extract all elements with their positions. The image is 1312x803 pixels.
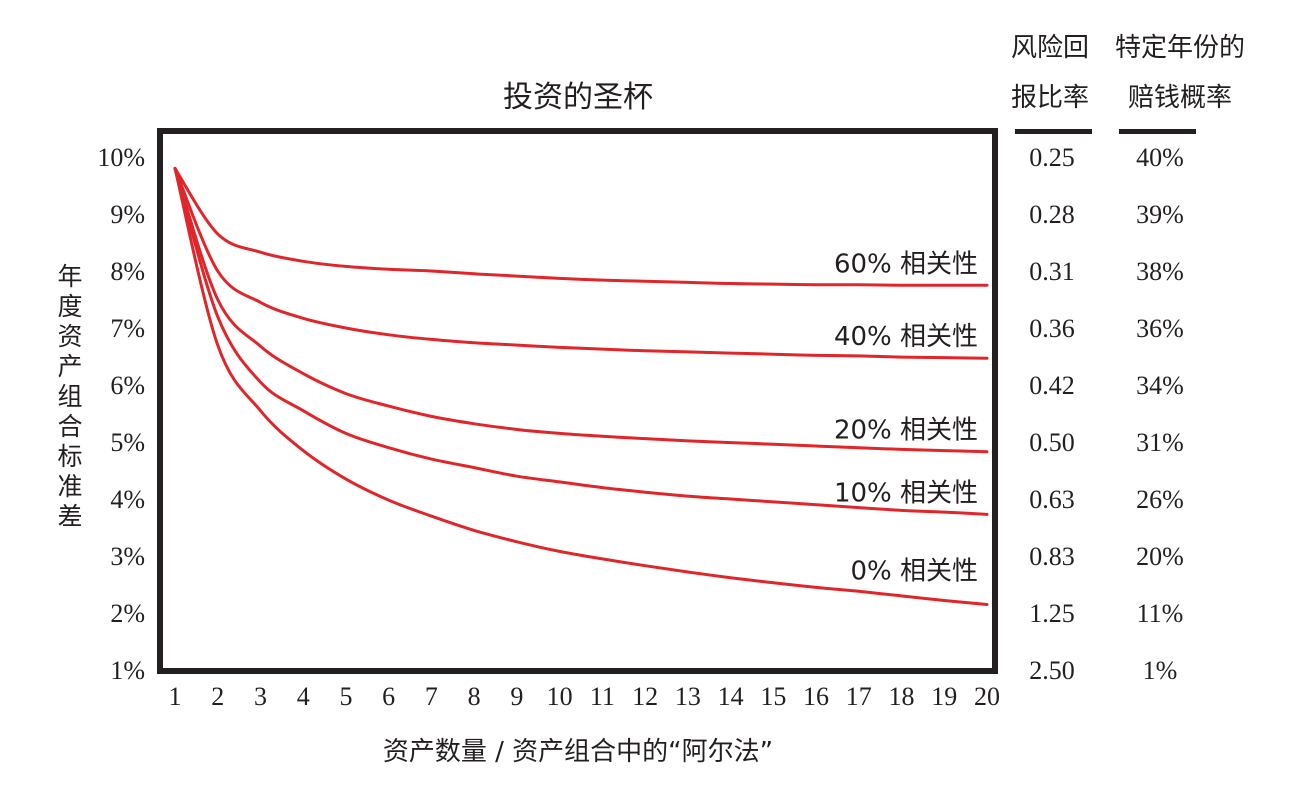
y-axis-ticks: 1% 2% 3% 4% 5% 6% 7% 8% 9% 10% bbox=[97, 143, 145, 685]
series-label: 40% 相关性 bbox=[834, 322, 978, 352]
x-tick-label: 15 bbox=[760, 682, 786, 711]
table-ratio-value: 0.63 bbox=[1029, 485, 1075, 514]
table-col1-header-line1: 风险回 bbox=[1011, 33, 1089, 63]
x-tick-label: 13 bbox=[675, 682, 701, 711]
x-axis-ticks: 1 2 3 4 5 6 7 8 9 10 11 12 13 14 15 16 17 18 19 20 bbox=[169, 682, 1001, 711]
x-tick-label: 19 bbox=[931, 682, 957, 711]
series-line bbox=[173, 166, 989, 606]
series-lines bbox=[173, 166, 989, 606]
y-axis-label-char: 标 bbox=[57, 442, 82, 471]
table-ratio-value: 0.25 bbox=[1029, 143, 1075, 172]
y-tick-label: 1% bbox=[110, 656, 145, 685]
table-ratio-value: 0.28 bbox=[1029, 200, 1075, 229]
y-tick-label: 9% bbox=[110, 200, 145, 229]
series-line bbox=[173, 166, 989, 454]
x-tick-label: 14 bbox=[718, 682, 744, 711]
y-axis-label-char: 产 bbox=[57, 352, 82, 381]
x-tick-label: 11 bbox=[590, 682, 615, 711]
series-label: 0% 相关性 bbox=[850, 556, 978, 586]
table-col2-header-line2: 赔钱概率 bbox=[1128, 83, 1232, 113]
x-tick-label: 6 bbox=[382, 682, 395, 711]
plot-frame bbox=[157, 128, 998, 674]
x-tick-label: 5 bbox=[339, 682, 352, 711]
series-label: 20% 相关性 bbox=[834, 416, 978, 446]
table-loss-probability: 11% bbox=[1137, 599, 1184, 628]
table-ratio-value: 0.83 bbox=[1029, 542, 1075, 571]
y-axis-label-char: 资 bbox=[57, 322, 82, 351]
y-tick-label: 6% bbox=[110, 371, 145, 400]
y-axis-label-char: 准 bbox=[57, 472, 82, 501]
table-rows: 0.25 40% 0.28 39% 0.31 38% 0.36 36% 0.42 34% 0.50 3… bbox=[1029, 143, 1184, 685]
table-loss-probability: 1% bbox=[1143, 656, 1178, 685]
y-axis-label-char: 合 bbox=[57, 412, 82, 441]
x-tick-label: 7 bbox=[425, 682, 438, 711]
series-line bbox=[173, 166, 989, 516]
x-tick-label: 20 bbox=[974, 682, 1000, 711]
x-tick-label: 17 bbox=[846, 682, 872, 711]
x-tick-label: 8 bbox=[468, 682, 481, 711]
x-tick-label: 18 bbox=[889, 682, 915, 711]
series-labels: 60% 相关性 40% 相关性 20% 相关性 10% 相关性 0% 相关性 bbox=[834, 249, 978, 586]
series-label: 10% 相关性 bbox=[834, 478, 978, 508]
table-ratio-value: 0.36 bbox=[1029, 314, 1075, 343]
table-ratio-value: 0.31 bbox=[1029, 257, 1075, 286]
x-tick-label: 2 bbox=[211, 682, 224, 711]
table-col2-rule bbox=[1119, 129, 1196, 134]
x-tick-label: 16 bbox=[803, 682, 829, 711]
table-col1-rule bbox=[1015, 129, 1092, 134]
table-loss-probability: 36% bbox=[1136, 314, 1184, 343]
table-loss-probability: 31% bbox=[1136, 428, 1184, 457]
y-tick-label: 5% bbox=[110, 428, 145, 457]
x-tick-label: 4 bbox=[297, 682, 310, 711]
y-tick-label: 2% bbox=[110, 599, 145, 628]
x-tick-label: 1 bbox=[169, 682, 182, 711]
y-tick-label: 8% bbox=[110, 257, 145, 286]
x-axis-label: 资产数量 / 资产组合中的“阿尔法” bbox=[383, 737, 773, 767]
chart-title: 投资的圣杯 bbox=[503, 80, 653, 115]
series-line bbox=[173, 166, 989, 287]
x-tick-label: 3 bbox=[254, 682, 267, 711]
y-tick-label: 10% bbox=[97, 143, 145, 172]
table-ratio-value: 0.42 bbox=[1029, 371, 1075, 400]
y-axis-label-char: 年 bbox=[57, 262, 82, 291]
table-ratio-value: 0.50 bbox=[1029, 428, 1075, 457]
table-loss-probability: 26% bbox=[1136, 485, 1184, 514]
y-tick-label: 7% bbox=[110, 314, 145, 343]
table-ratio-value: 1.25 bbox=[1029, 599, 1075, 628]
x-tick-label: 12 bbox=[632, 682, 658, 711]
series-line bbox=[173, 166, 989, 360]
table-loss-probability: 38% bbox=[1136, 257, 1184, 286]
table-loss-probability: 40% bbox=[1136, 143, 1184, 172]
table-col1-header-line2: 报比率 bbox=[1011, 83, 1089, 113]
table-loss-probability: 20% bbox=[1136, 542, 1184, 571]
x-tick-label: 9 bbox=[510, 682, 523, 711]
table-ratio-value: 2.50 bbox=[1029, 656, 1075, 685]
y-axis-label-char: 组 bbox=[57, 382, 82, 411]
table-loss-probability: 34% bbox=[1136, 371, 1184, 400]
table-col2-header-line1: 特定年份的 bbox=[1115, 33, 1245, 63]
table-loss-probability: 39% bbox=[1136, 200, 1184, 229]
y-axis-label-char: 差 bbox=[57, 502, 82, 531]
y-tick-label: 4% bbox=[110, 485, 145, 514]
side-table: 风险回 报比率 特定年份的 赔钱概率 0.25 40% 0.28 39% 0.31 38%… bbox=[1011, 33, 1245, 685]
x-tick-label: 10 bbox=[547, 682, 573, 711]
series-label: 60% 相关性 bbox=[834, 249, 978, 279]
y-axis-label-char: 度 bbox=[57, 292, 82, 321]
y-tick-label: 3% bbox=[110, 542, 145, 571]
